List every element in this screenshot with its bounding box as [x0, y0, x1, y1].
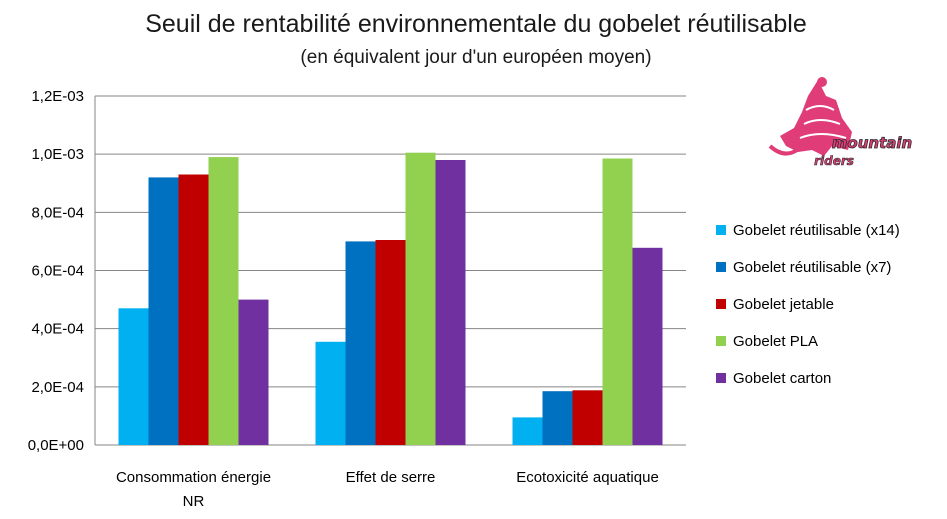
y-tick-label: 1,0E-03 — [31, 146, 84, 163]
y-tick-label: 2,0E-04 — [31, 379, 84, 396]
bar — [435, 160, 466, 445]
bar — [208, 157, 239, 445]
legend-entry: Gobelet carton — [733, 370, 831, 387]
chart-subtitle: (en équivalent jour d'un européen moyen) — [300, 47, 651, 68]
legend-entry: Gobelet jetable — [733, 296, 834, 313]
bar — [315, 341, 346, 445]
bar — [512, 417, 543, 445]
bar — [405, 152, 436, 445]
legend-swatch — [716, 336, 726, 346]
legend-entry: Gobelet PLA — [733, 333, 818, 350]
legend-swatch — [716, 262, 726, 272]
bar — [118, 308, 149, 445]
x-axis-categories: Consommation énergie NR Effet de serre Ecot… — [116, 469, 659, 510]
y-tick-label: 1,2E-03 — [31, 88, 84, 105]
y-tick-label: 6,0E-04 — [31, 263, 84, 280]
legend-swatch — [716, 373, 726, 383]
bar — [178, 174, 209, 445]
chart-title: Seuil de rentabilité environnementale du… — [145, 10, 807, 38]
legend-entry: Gobelet réutilisable (x14) — [733, 222, 900, 239]
bar — [148, 177, 179, 445]
legend-swatch — [716, 225, 726, 235]
bar — [602, 158, 633, 445]
rider-figure-icon — [768, 77, 852, 156]
y-axis-ticks: 0,0E+00 2,0E-04 4,0E-04 6,0E-04 8,0E-04 1,0E-… — [28, 88, 84, 454]
x-category-label: NR — [183, 493, 205, 510]
bar — [542, 391, 573, 445]
mountain-riders-logo: mountain riders — [768, 77, 913, 168]
logo-text-riders: riders — [814, 154, 854, 168]
legend: Gobelet réutilisable (x14) Gobelet réutil… — [716, 222, 900, 387]
bar — [345, 241, 376, 445]
y-tick-label: 0,0E+00 — [28, 437, 84, 454]
x-category-label: Ecotoxicité aquatique — [516, 469, 659, 486]
y-tick-label: 8,0E-04 — [31, 204, 84, 221]
legend-entry: Gobelet réutilisable (x7) — [733, 259, 891, 276]
legend-swatch — [716, 299, 726, 309]
bar — [375, 240, 406, 445]
logo-text-mountain: mountain — [832, 134, 912, 152]
x-category-label: Effet de serre — [346, 469, 436, 486]
x-category-label: Consommation énergie — [116, 469, 271, 486]
bar — [238, 299, 269, 445]
bar — [632, 247, 663, 445]
bar — [572, 390, 603, 445]
y-tick-label: 4,0E-04 — [31, 321, 84, 338]
bars — [118, 152, 663, 445]
